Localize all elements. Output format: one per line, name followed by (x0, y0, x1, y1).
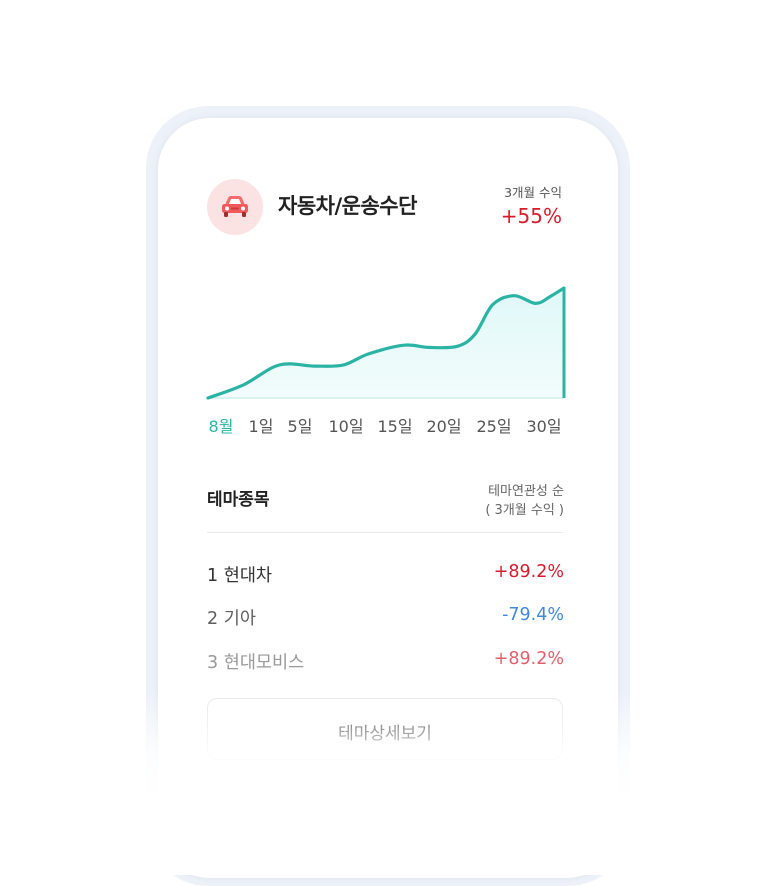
stock-name: 3 현대모비스 (207, 649, 304, 674)
x-tick-label: 15일 (377, 417, 413, 436)
theme-title: 자동차/운송수단 (278, 194, 417, 218)
sort-sub-label: ( 3개월 수익 ) (485, 503, 564, 518)
chart-x-axis: 8월 1일 5일 10일 15일 20일 25일 30일 (206, 413, 566, 437)
stock-title: 현대모비스 (223, 653, 305, 673)
x-tick-label: 10일 (328, 417, 364, 436)
stock-rank: 1 (207, 566, 219, 586)
theme-return-chart (206, 286, 566, 400)
stock-rank: 3 (207, 653, 219, 673)
car-icon (222, 196, 248, 217)
x-tick-label: 5일 (287, 417, 313, 436)
stock-change: +89.2% (493, 562, 564, 582)
stock-name: 1 현대차 (207, 562, 272, 587)
stock-name: 2 기아 (207, 605, 256, 630)
x-tick-label: 20일 (426, 417, 462, 436)
theme-icon-badge (207, 179, 263, 235)
stock-change: +89.2% (493, 649, 564, 669)
stock-rank: 2 (207, 609, 219, 629)
sort-label[interactable]: 테마연관성 순 (488, 484, 564, 499)
x-tick-label: 25일 (476, 417, 512, 436)
stock-title: 기아 (223, 609, 256, 629)
return-value: +55% (500, 204, 562, 228)
stock-row[interactable]: 2 기아 -79.4% (207, 605, 564, 631)
stock-row[interactable]: 3 현대모비스 +89.2% (207, 649, 564, 675)
chart-series-line (206, 286, 566, 400)
stock-row[interactable]: 1 현대차 +89.2% (207, 562, 564, 588)
stock-title: 현대차 (223, 566, 273, 586)
theme-detail-button[interactable]: 테마상세보기 (207, 698, 563, 760)
theme-detail-label: 테마상세보기 (338, 724, 432, 744)
x-tick-label: 1일 (248, 417, 274, 436)
stock-change: -79.4% (502, 605, 564, 625)
divider (207, 532, 563, 533)
section-title: 테마종목 (207, 490, 270, 510)
x-tick-label: 30일 (526, 417, 562, 436)
x-tick-label: 8월 (208, 417, 234, 436)
chart-area (208, 288, 564, 398)
return-period-label: 3개월 수익 (504, 185, 562, 200)
